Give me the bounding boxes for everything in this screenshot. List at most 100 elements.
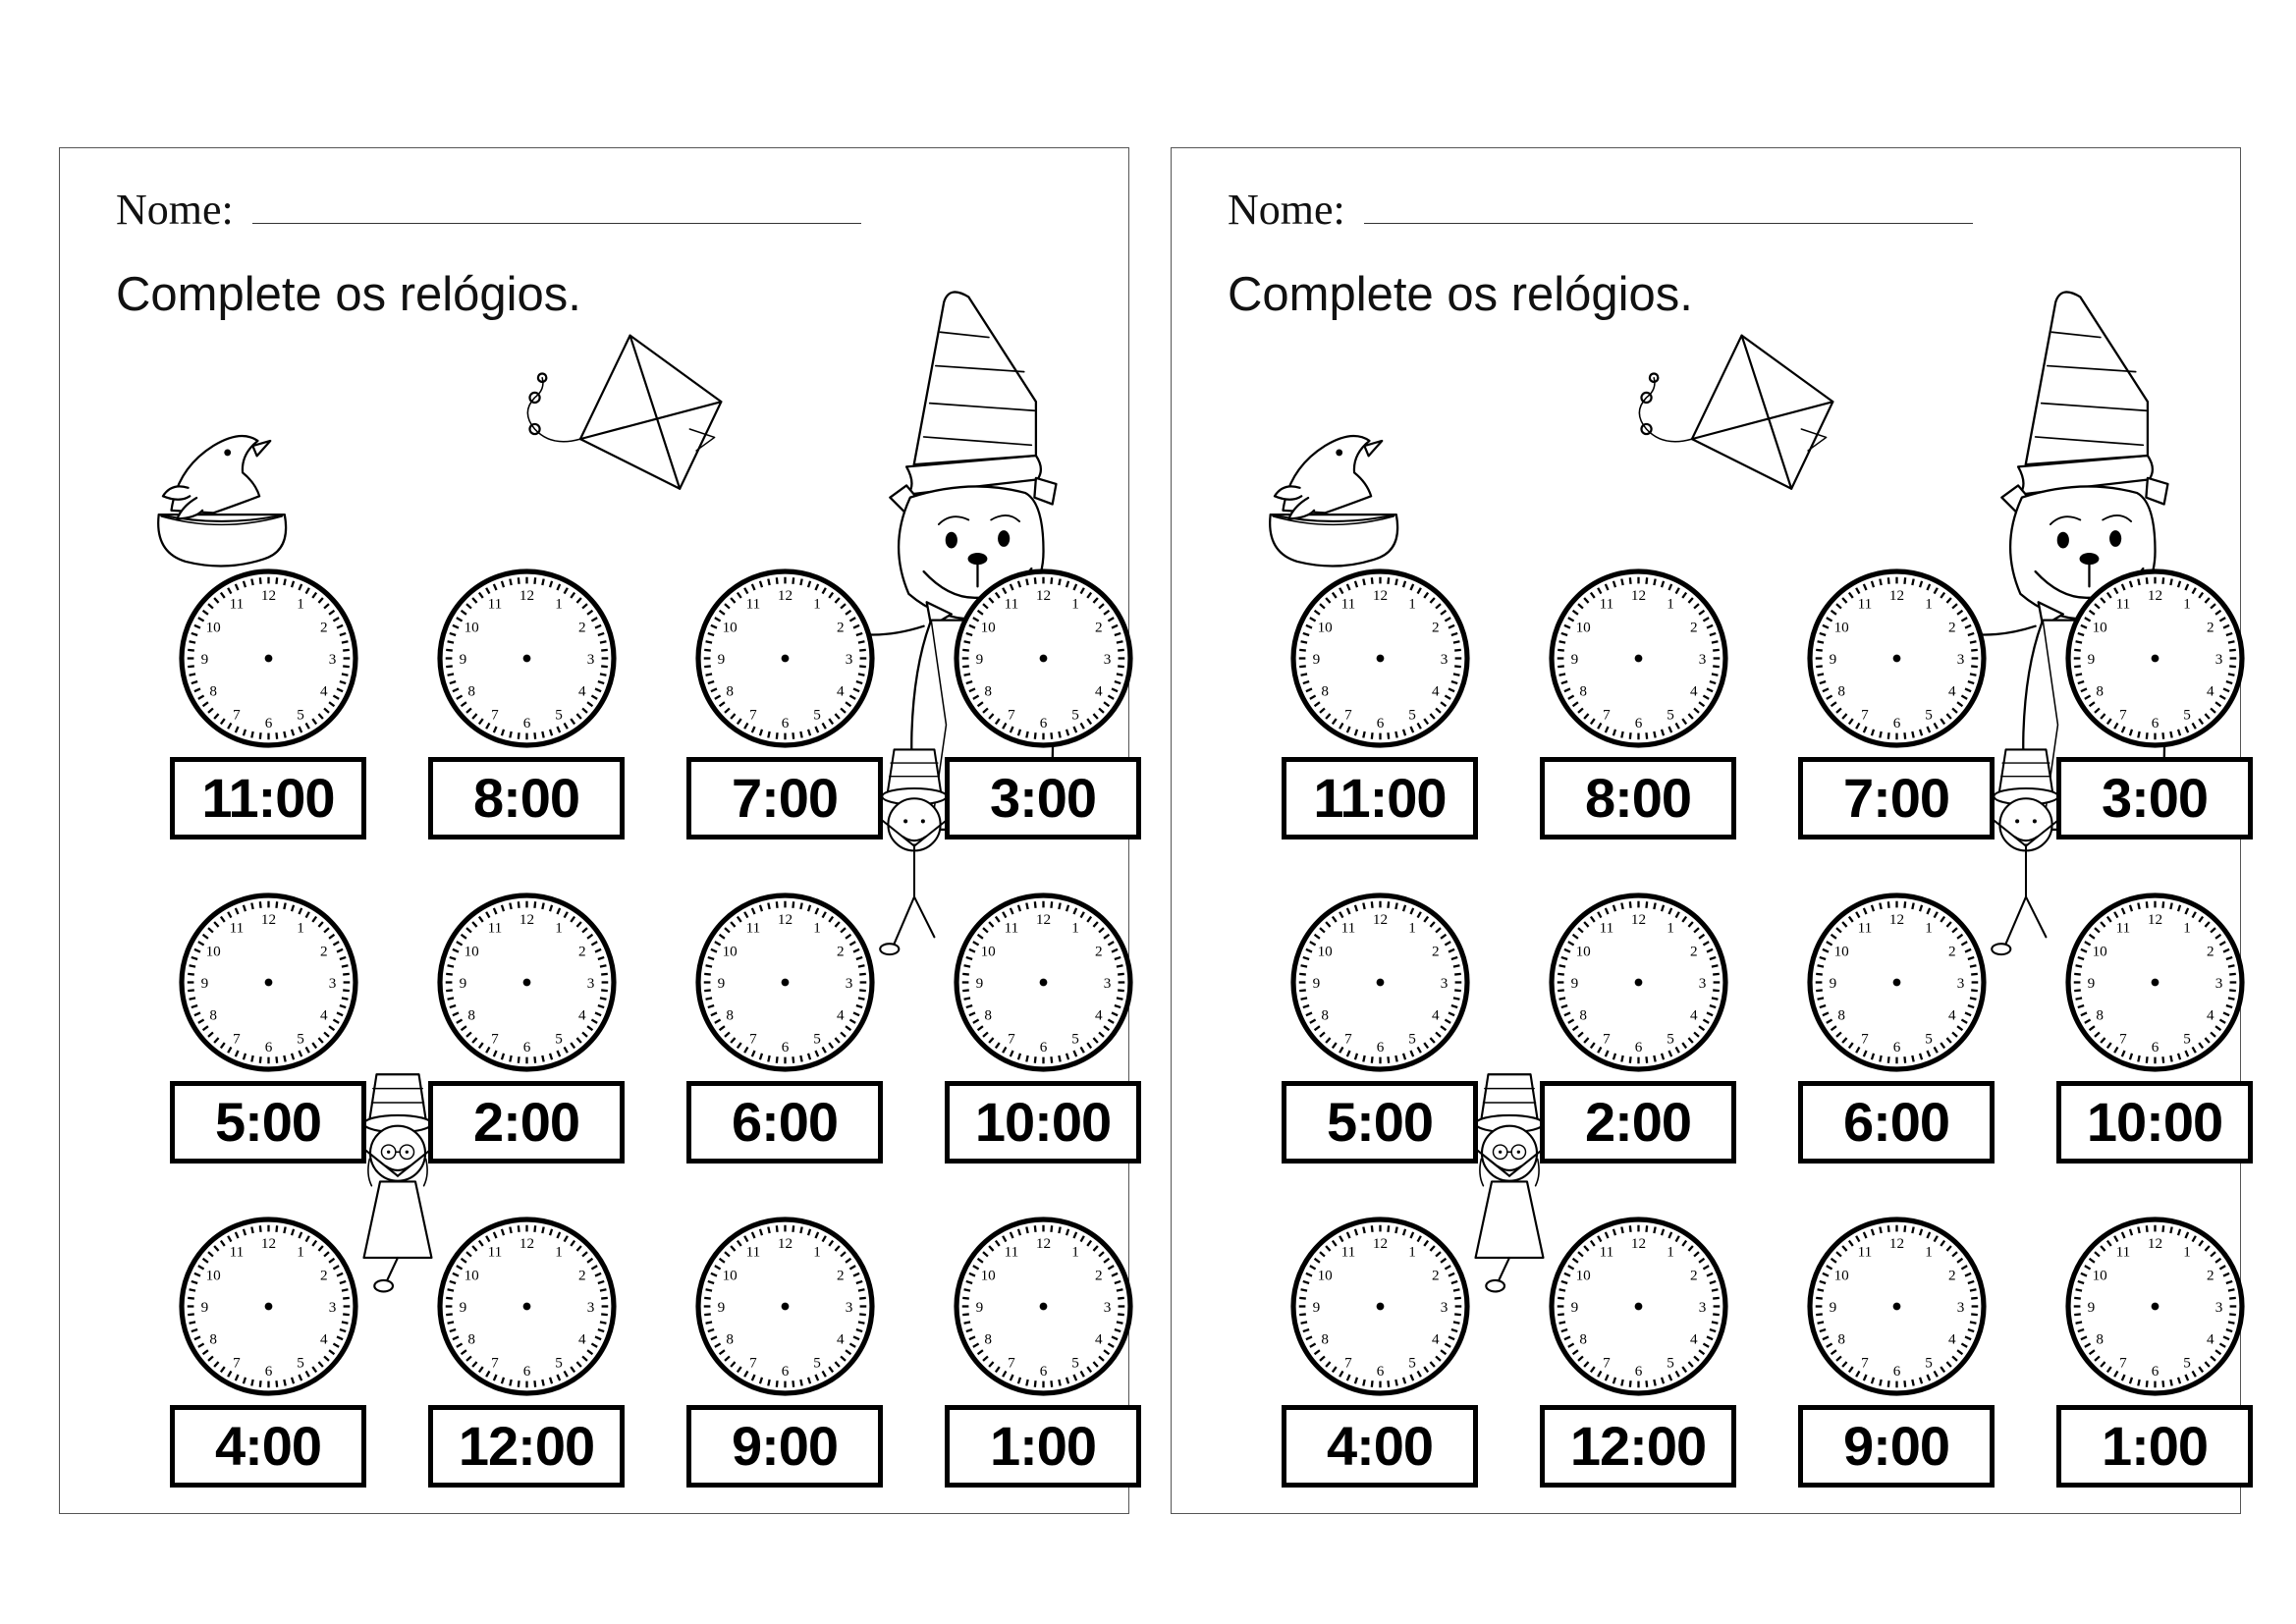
svg-text:8: 8 bbox=[1579, 682, 1587, 699]
svg-text:5: 5 bbox=[813, 1030, 821, 1047]
svg-text:12: 12 bbox=[260, 911, 275, 928]
svg-text:8: 8 bbox=[1837, 682, 1845, 699]
svg-text:6: 6 bbox=[1376, 715, 1384, 731]
svg-text:5: 5 bbox=[1667, 1030, 1674, 1047]
svg-text:11: 11 bbox=[229, 919, 244, 936]
svg-text:4: 4 bbox=[1948, 1006, 1956, 1023]
svg-text:12: 12 bbox=[1372, 911, 1387, 928]
svg-text:10: 10 bbox=[980, 1267, 996, 1283]
svg-text:5: 5 bbox=[2183, 1030, 2191, 1047]
svg-text:1: 1 bbox=[1925, 595, 1933, 612]
svg-text:3: 3 bbox=[1103, 651, 1111, 668]
svg-text:2: 2 bbox=[1948, 943, 1956, 959]
svg-text:11: 11 bbox=[1599, 595, 1613, 612]
svg-text:3: 3 bbox=[1956, 651, 1964, 668]
svg-text:12: 12 bbox=[260, 587, 275, 604]
svg-text:8: 8 bbox=[2096, 682, 2104, 699]
svg-text:9: 9 bbox=[1829, 651, 1836, 668]
svg-text:6: 6 bbox=[781, 1039, 789, 1056]
svg-text:6: 6 bbox=[1634, 1039, 1642, 1056]
svg-text:6: 6 bbox=[1634, 715, 1642, 731]
svg-text:8: 8 bbox=[726, 1006, 734, 1023]
svg-text:5: 5 bbox=[2183, 706, 2191, 723]
svg-text:7: 7 bbox=[749, 1354, 757, 1371]
svg-text:5: 5 bbox=[1408, 1030, 1416, 1047]
svg-text:12: 12 bbox=[1372, 1235, 1387, 1252]
svg-text:1: 1 bbox=[813, 1243, 821, 1260]
svg-text:5: 5 bbox=[1408, 706, 1416, 723]
svg-text:5: 5 bbox=[1408, 1354, 1416, 1371]
svg-text:9: 9 bbox=[975, 975, 983, 992]
svg-text:12: 12 bbox=[1888, 1235, 1903, 1252]
svg-text:2: 2 bbox=[320, 1267, 328, 1283]
svg-text:11: 11 bbox=[1340, 919, 1355, 936]
svg-text:9: 9 bbox=[1829, 975, 1836, 992]
svg-text:4: 4 bbox=[2207, 682, 2214, 699]
svg-text:10: 10 bbox=[205, 1267, 221, 1283]
svg-text:11: 11 bbox=[1857, 595, 1872, 612]
svg-text:12: 12 bbox=[1888, 587, 1903, 604]
svg-text:8: 8 bbox=[467, 1006, 475, 1023]
svg-text:7: 7 bbox=[1008, 1030, 1015, 1047]
svg-text:7: 7 bbox=[1861, 1354, 1869, 1371]
svg-text:9: 9 bbox=[975, 651, 983, 668]
svg-text:2: 2 bbox=[578, 943, 586, 959]
svg-text:10: 10 bbox=[980, 619, 996, 635]
svg-text:3: 3 bbox=[1103, 1299, 1111, 1316]
svg-text:2: 2 bbox=[2207, 943, 2214, 959]
svg-text:9: 9 bbox=[717, 975, 725, 992]
svg-text:6: 6 bbox=[522, 1039, 530, 1056]
svg-text:8: 8 bbox=[1837, 1006, 1845, 1023]
svg-text:8: 8 bbox=[2096, 1330, 2104, 1347]
svg-text:4: 4 bbox=[2207, 1330, 2214, 1347]
svg-text:6: 6 bbox=[1039, 1039, 1047, 1056]
svg-text:7: 7 bbox=[233, 1354, 241, 1371]
svg-text:11: 11 bbox=[487, 919, 502, 936]
svg-text:4: 4 bbox=[1432, 1006, 1440, 1023]
svg-text:4: 4 bbox=[1095, 1330, 1103, 1347]
svg-text:8: 8 bbox=[984, 1006, 992, 1023]
svg-text:7: 7 bbox=[1603, 706, 1611, 723]
svg-text:7: 7 bbox=[491, 1354, 499, 1371]
svg-text:1: 1 bbox=[297, 919, 304, 936]
svg-text:11: 11 bbox=[2115, 1243, 2130, 1260]
svg-text:4: 4 bbox=[578, 1006, 586, 1023]
svg-text:7: 7 bbox=[2119, 1030, 2127, 1047]
svg-text:9: 9 bbox=[200, 1299, 208, 1316]
svg-text:10: 10 bbox=[205, 619, 221, 635]
svg-text:5: 5 bbox=[813, 1354, 821, 1371]
svg-text:5: 5 bbox=[555, 1354, 563, 1371]
svg-text:12: 12 bbox=[777, 911, 792, 928]
svg-text:6: 6 bbox=[1376, 1363, 1384, 1380]
svg-text:9: 9 bbox=[200, 975, 208, 992]
svg-text:2: 2 bbox=[2207, 619, 2214, 635]
svg-text:10: 10 bbox=[1317, 943, 1333, 959]
svg-text:4: 4 bbox=[2207, 1006, 2214, 1023]
svg-text:4: 4 bbox=[1690, 1330, 1698, 1347]
svg-text:10: 10 bbox=[464, 943, 479, 959]
svg-text:2: 2 bbox=[1948, 619, 1956, 635]
svg-text:9: 9 bbox=[717, 1299, 725, 1316]
svg-text:3: 3 bbox=[1698, 975, 1706, 992]
svg-text:10: 10 bbox=[2092, 619, 2107, 635]
svg-text:7: 7 bbox=[749, 1030, 757, 1047]
svg-text:7: 7 bbox=[1344, 1030, 1352, 1047]
svg-text:10: 10 bbox=[1833, 1267, 1849, 1283]
svg-text:10: 10 bbox=[205, 943, 221, 959]
svg-text:5: 5 bbox=[555, 1030, 563, 1047]
svg-text:3: 3 bbox=[845, 975, 852, 992]
svg-text:9: 9 bbox=[1312, 975, 1320, 992]
svg-text:6: 6 bbox=[1376, 1039, 1384, 1056]
svg-text:2: 2 bbox=[837, 943, 845, 959]
svg-text:1: 1 bbox=[1408, 595, 1416, 612]
svg-text:4: 4 bbox=[1948, 1330, 1956, 1347]
svg-text:7: 7 bbox=[233, 706, 241, 723]
svg-text:8: 8 bbox=[726, 682, 734, 699]
svg-text:4: 4 bbox=[1432, 1330, 1440, 1347]
svg-text:3: 3 bbox=[1956, 1299, 1964, 1316]
svg-text:8: 8 bbox=[1579, 1330, 1587, 1347]
svg-text:11: 11 bbox=[1004, 1243, 1018, 1260]
svg-text:4: 4 bbox=[320, 1330, 328, 1347]
svg-text:2: 2 bbox=[1432, 1267, 1440, 1283]
svg-text:4: 4 bbox=[1095, 682, 1103, 699]
